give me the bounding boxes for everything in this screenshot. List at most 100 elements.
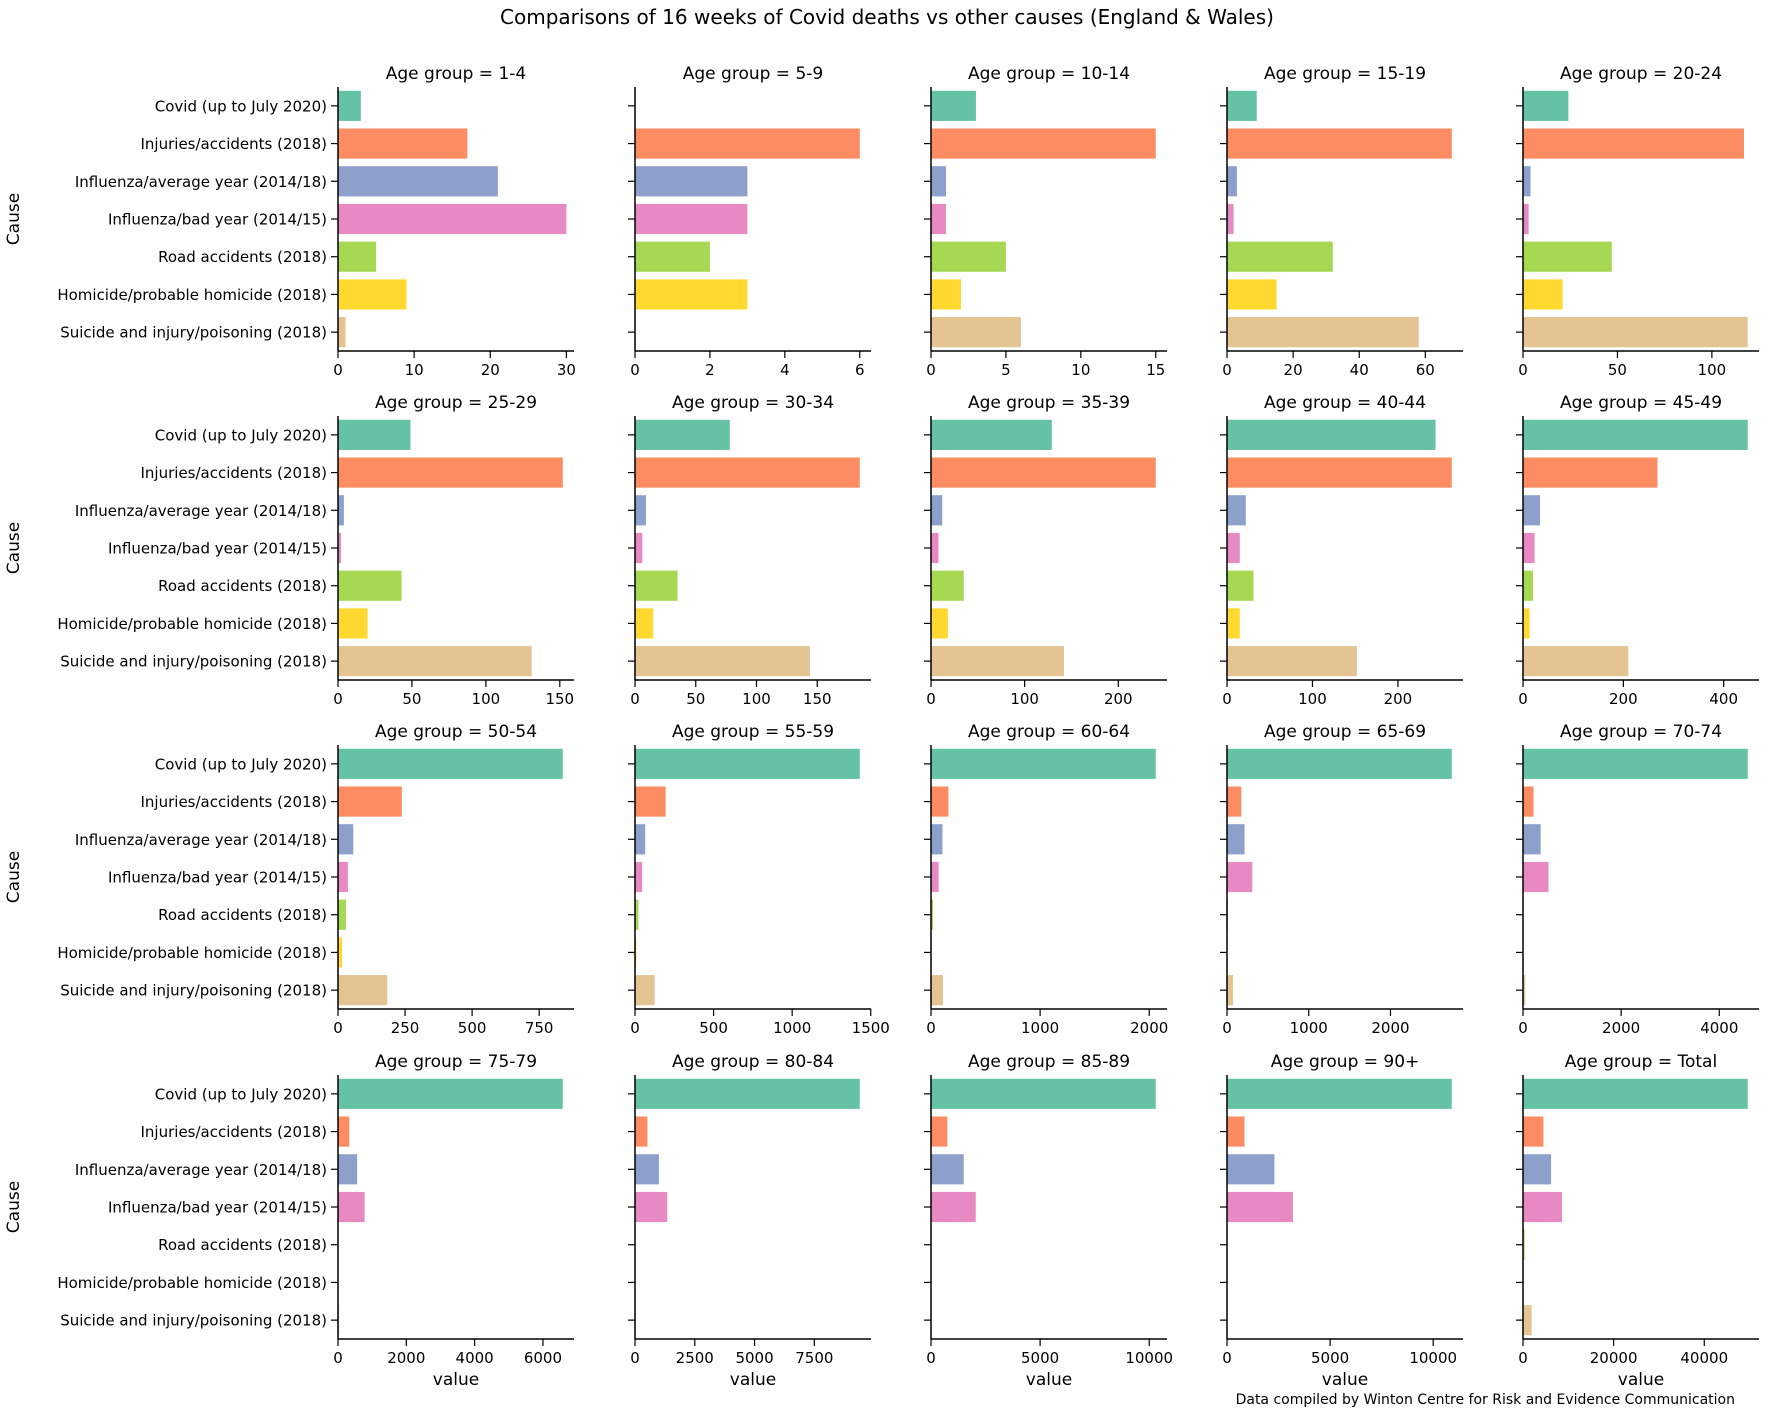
x-tick-label: 40 — [1350, 361, 1369, 379]
bar — [338, 457, 563, 487]
bar — [1523, 91, 1568, 121]
bar — [931, 420, 1052, 450]
panel-title: Age group = 1-4 — [386, 64, 526, 84]
y-tick-label: Influenza/bad year (2014/15) — [108, 540, 327, 558]
bar — [338, 1079, 563, 1109]
y-tick-label: Injuries/accidents (2018) — [141, 135, 328, 153]
bar — [338, 420, 410, 450]
panel-title: Age group = Total — [1565, 1052, 1717, 1072]
bar — [931, 495, 942, 525]
x-axis-title: value — [1322, 1370, 1368, 1390]
x-tick-label: 0 — [333, 1349, 343, 1367]
x-tick-label: 150 — [803, 690, 832, 708]
bar — [635, 128, 860, 158]
bar — [931, 533, 938, 563]
y-tick-label: Suicide and injury/poisoning (2018) — [60, 324, 327, 342]
bar — [1523, 1116, 1543, 1146]
y-tick-label: Homicide/probable homicide (2018) — [57, 1274, 327, 1292]
x-tick-label: 500 — [699, 1019, 728, 1037]
bar — [931, 128, 1156, 158]
bar — [338, 1192, 365, 1222]
x-tick-label: 10 — [1071, 361, 1090, 379]
x-tick-label: 20 — [481, 361, 500, 379]
panel-title: Age group = 80-84 — [672, 1052, 834, 1072]
panel-title: Age group = 55-59 — [672, 722, 834, 742]
bar — [635, 457, 860, 487]
bar — [1227, 608, 1240, 638]
panel-title: Age group = 60-64 — [968, 722, 1130, 742]
bar — [635, 166, 747, 196]
y-axis-title: Cause — [4, 1181, 24, 1233]
bar — [1523, 457, 1657, 487]
x-tick-label: 50 — [686, 690, 705, 708]
panel-title: Age group = 30-34 — [672, 393, 834, 413]
x-tick-label: 500 — [458, 1019, 487, 1037]
bar — [931, 786, 948, 816]
bar — [338, 824, 353, 854]
y-tick-label: Homicide/probable homicide (2018) — [57, 944, 327, 962]
bar — [931, 824, 942, 854]
y-tick-label: Influenza/bad year (2014/15) — [108, 1199, 327, 1217]
x-tick-label: 15 — [1146, 361, 1165, 379]
y-tick-label: Homicide/probable homicide (2018) — [57, 286, 327, 304]
x-tick-label: 4000 — [1700, 1019, 1738, 1037]
bar — [1227, 1116, 1245, 1146]
bar — [1227, 749, 1452, 779]
x-tick-label: 5000 — [1311, 1349, 1349, 1367]
bar — [635, 279, 747, 309]
bar — [338, 646, 532, 676]
panel-title: Age group = 10-14 — [968, 64, 1130, 84]
bar — [1227, 571, 1253, 601]
bar — [635, 420, 730, 450]
bar — [1227, 862, 1252, 892]
bar — [338, 900, 346, 930]
bar — [1523, 786, 1534, 816]
x-tick-label: 0 — [1222, 361, 1232, 379]
bar — [635, 1154, 659, 1184]
bar — [1227, 646, 1357, 676]
bar — [1227, 1154, 1274, 1184]
bar — [635, 824, 645, 854]
x-tick-label: 0 — [1518, 690, 1528, 708]
bar — [931, 242, 1006, 272]
x-tick-label: 0 — [333, 361, 343, 379]
bar — [1227, 204, 1234, 234]
bar — [635, 975, 655, 1005]
x-tick-label: 200 — [1384, 690, 1413, 708]
bar — [1523, 749, 1748, 779]
x-tick-label: 100 — [1010, 690, 1039, 708]
x-tick-label: 0 — [333, 690, 343, 708]
bar — [635, 608, 653, 638]
bar — [1523, 1305, 1532, 1335]
x-tick-label: 0 — [630, 1019, 640, 1037]
y-tick-label: Influenza/average year (2014/18) — [75, 173, 327, 191]
bar — [1227, 533, 1240, 563]
bar — [1227, 317, 1419, 347]
y-tick-label: Suicide and injury/poisoning (2018) — [60, 1312, 327, 1330]
x-axis-title: value — [1026, 1370, 1072, 1390]
bar — [635, 862, 642, 892]
x-axis-title: value — [433, 1370, 479, 1390]
bar — [931, 571, 964, 601]
y-tick-label: Influenza/bad year (2014/15) — [108, 211, 327, 229]
x-tick-label: 200 — [1609, 690, 1638, 708]
x-tick-label: 5 — [1001, 361, 1011, 379]
x-tick-label: 10000 — [1409, 1349, 1457, 1367]
bar — [1523, 1154, 1551, 1184]
bar — [338, 608, 368, 638]
bar — [1523, 533, 1535, 563]
panel-title: Age group = 85-89 — [968, 1052, 1130, 1072]
x-tick-label: 0 — [926, 361, 936, 379]
bar — [931, 862, 939, 892]
bar — [931, 1154, 964, 1184]
x-tick-label: 2000 — [1371, 1019, 1409, 1037]
y-tick-label: Injuries/accidents (2018) — [141, 464, 328, 482]
bar — [338, 204, 566, 234]
bar — [931, 1192, 976, 1222]
